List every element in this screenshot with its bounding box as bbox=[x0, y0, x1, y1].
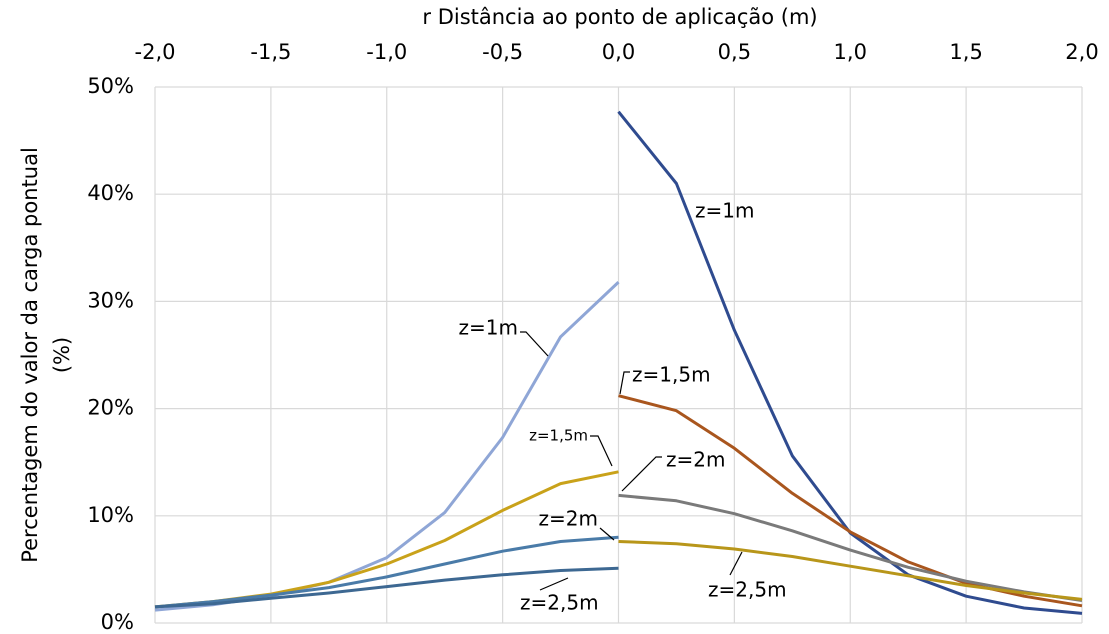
x-tick-label: -1,0 bbox=[366, 40, 407, 64]
label-leader bbox=[539, 577, 569, 591]
x-tick-label: 1,0 bbox=[834, 40, 867, 64]
label-leader bbox=[520, 331, 549, 357]
label-leader bbox=[729, 551, 743, 576]
series-label: z=2m bbox=[539, 507, 598, 531]
y-axis-title: Percentagem do valor da carga pontual (%… bbox=[18, 147, 74, 563]
series-label: z=1,5m bbox=[632, 363, 711, 387]
label-leader bbox=[599, 527, 615, 541]
x-tick-label: 0,5 bbox=[718, 40, 751, 64]
label-leader bbox=[619, 371, 630, 395]
series-line bbox=[154, 566, 619, 609]
x-tick-label: 0,0 bbox=[602, 40, 635, 64]
x-tick-label: -0,5 bbox=[482, 40, 523, 64]
y-axis-title-line: (%) bbox=[50, 337, 74, 373]
series-label: z=1,5m bbox=[529, 427, 588, 445]
y-tick-label: 40% bbox=[87, 181, 134, 205]
series-line bbox=[618, 540, 1083, 601]
series-line bbox=[618, 493, 1083, 602]
series-label: z=2m bbox=[666, 448, 725, 472]
label-leader bbox=[621, 456, 662, 492]
x-tick-label: 2,0 bbox=[1065, 40, 1098, 64]
series-label: z=2,5m bbox=[520, 591, 599, 615]
y-tick-label: 10% bbox=[87, 503, 134, 527]
x-axis-title: r Distância ao ponto de aplicação (m) bbox=[422, 5, 817, 29]
label-leader bbox=[590, 435, 613, 467]
x-tick-label: -1,5 bbox=[250, 40, 291, 64]
y-tick-label: 0% bbox=[101, 610, 134, 634]
y-axis-title-line: Percentagem do valor da carga pontual bbox=[18, 147, 42, 563]
x-tick-label: -2,0 bbox=[135, 40, 176, 64]
x-tick-label: 1,5 bbox=[949, 40, 982, 64]
series-label: z=2,5m bbox=[708, 578, 787, 602]
series-line bbox=[154, 535, 619, 609]
y-tick-label: 30% bbox=[87, 288, 134, 312]
y-tick-label: 20% bbox=[87, 396, 134, 420]
y-tick-label: 50% bbox=[87, 74, 134, 98]
series-label: z=1m bbox=[695, 199, 754, 223]
series-label: z=1m bbox=[459, 316, 518, 340]
